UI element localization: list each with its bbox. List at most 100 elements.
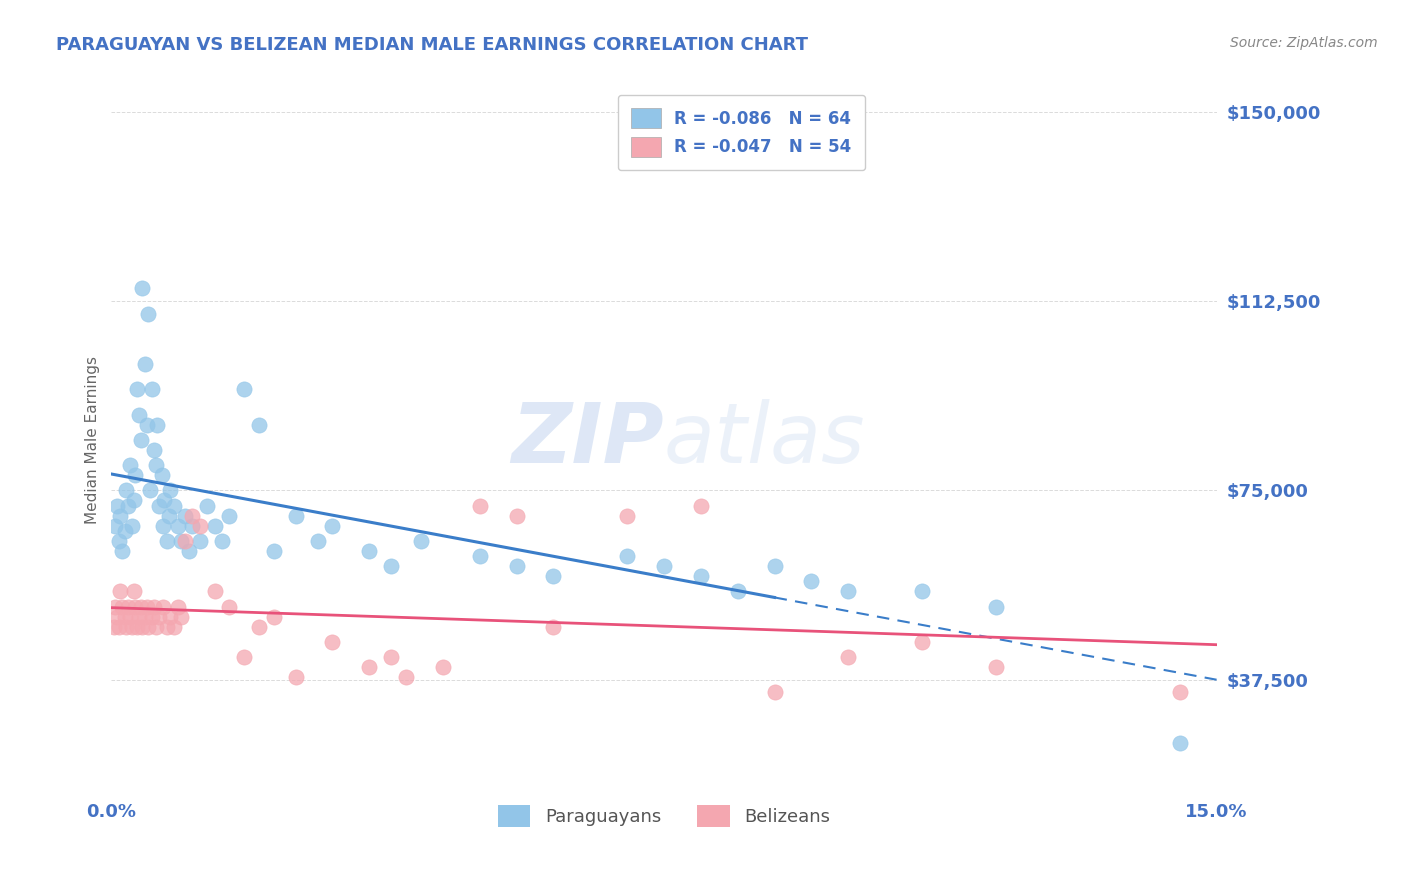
Point	[911, 584, 934, 599]
Point	[233, 382, 256, 396]
Point	[188, 533, 211, 548]
Point	[129, 433, 152, 447]
Point	[247, 620, 270, 634]
Point	[163, 499, 186, 513]
Point	[1168, 685, 1191, 699]
Text: atlas: atlas	[664, 400, 866, 481]
Point	[110, 508, 132, 523]
Point	[138, 483, 160, 498]
Point	[763, 685, 786, 699]
Point	[146, 417, 169, 432]
Point	[148, 499, 170, 513]
Point	[652, 559, 675, 574]
Point	[143, 442, 166, 457]
Point	[115, 620, 138, 634]
Point	[468, 499, 491, 513]
Point	[984, 660, 1007, 674]
Point	[188, 518, 211, 533]
Point	[911, 635, 934, 649]
Point	[1168, 736, 1191, 750]
Point	[763, 559, 786, 574]
Point	[321, 518, 343, 533]
Point	[984, 599, 1007, 614]
Point	[156, 620, 179, 634]
Point	[170, 533, 193, 548]
Point	[505, 508, 527, 523]
Point	[166, 518, 188, 533]
Point	[118, 458, 141, 472]
Point	[284, 508, 307, 523]
Point	[134, 357, 156, 371]
Point	[105, 499, 128, 513]
Point	[135, 417, 157, 432]
Point	[122, 493, 145, 508]
Point	[157, 508, 180, 523]
Point	[148, 609, 170, 624]
Point	[136, 620, 159, 634]
Point	[111, 544, 134, 558]
Point	[409, 533, 432, 548]
Y-axis label: Median Male Earnings: Median Male Earnings	[86, 356, 100, 524]
Text: PARAGUAYAN VS BELIZEAN MEDIAN MALE EARNINGS CORRELATION CHART: PARAGUAYAN VS BELIZEAN MEDIAN MALE EARNI…	[56, 36, 808, 54]
Point	[204, 584, 226, 599]
Point	[107, 533, 129, 548]
Point	[114, 524, 136, 538]
Point	[145, 458, 167, 472]
Point	[134, 609, 156, 624]
Point	[103, 620, 125, 634]
Point	[689, 499, 711, 513]
Point	[727, 584, 749, 599]
Point	[117, 499, 139, 513]
Point	[129, 599, 152, 614]
Point	[145, 620, 167, 634]
Point	[136, 307, 159, 321]
Point	[218, 599, 240, 614]
Point	[117, 599, 139, 614]
Point	[195, 499, 218, 513]
Point	[166, 599, 188, 614]
Point	[181, 508, 204, 523]
Point	[131, 620, 153, 634]
Point	[124, 468, 146, 483]
Point	[141, 609, 163, 624]
Point	[105, 609, 128, 624]
Point	[616, 508, 638, 523]
Point	[359, 660, 381, 674]
Point	[395, 670, 418, 684]
Point	[107, 620, 129, 634]
Point	[131, 281, 153, 295]
Point	[110, 584, 132, 599]
Point	[218, 508, 240, 523]
Point	[127, 620, 149, 634]
Point	[837, 650, 859, 665]
Point	[616, 549, 638, 563]
Point	[121, 620, 143, 634]
Point	[124, 599, 146, 614]
Point	[837, 584, 859, 599]
Point	[174, 533, 197, 548]
Point	[174, 508, 197, 523]
Point	[128, 408, 150, 422]
Point	[233, 650, 256, 665]
Point	[263, 609, 285, 624]
Point	[143, 599, 166, 614]
Point	[150, 468, 173, 483]
Point	[152, 518, 174, 533]
Point	[104, 599, 127, 614]
Point	[159, 609, 181, 624]
Point	[163, 620, 186, 634]
Point	[432, 660, 454, 674]
Point	[111, 599, 134, 614]
Point	[127, 382, 149, 396]
Point	[115, 483, 138, 498]
Point	[170, 609, 193, 624]
Point	[380, 650, 402, 665]
Point	[247, 417, 270, 432]
Point	[211, 533, 233, 548]
Point	[128, 609, 150, 624]
Point	[321, 635, 343, 649]
Point	[543, 569, 565, 583]
Point	[359, 544, 381, 558]
Point	[284, 670, 307, 684]
Point	[114, 609, 136, 624]
